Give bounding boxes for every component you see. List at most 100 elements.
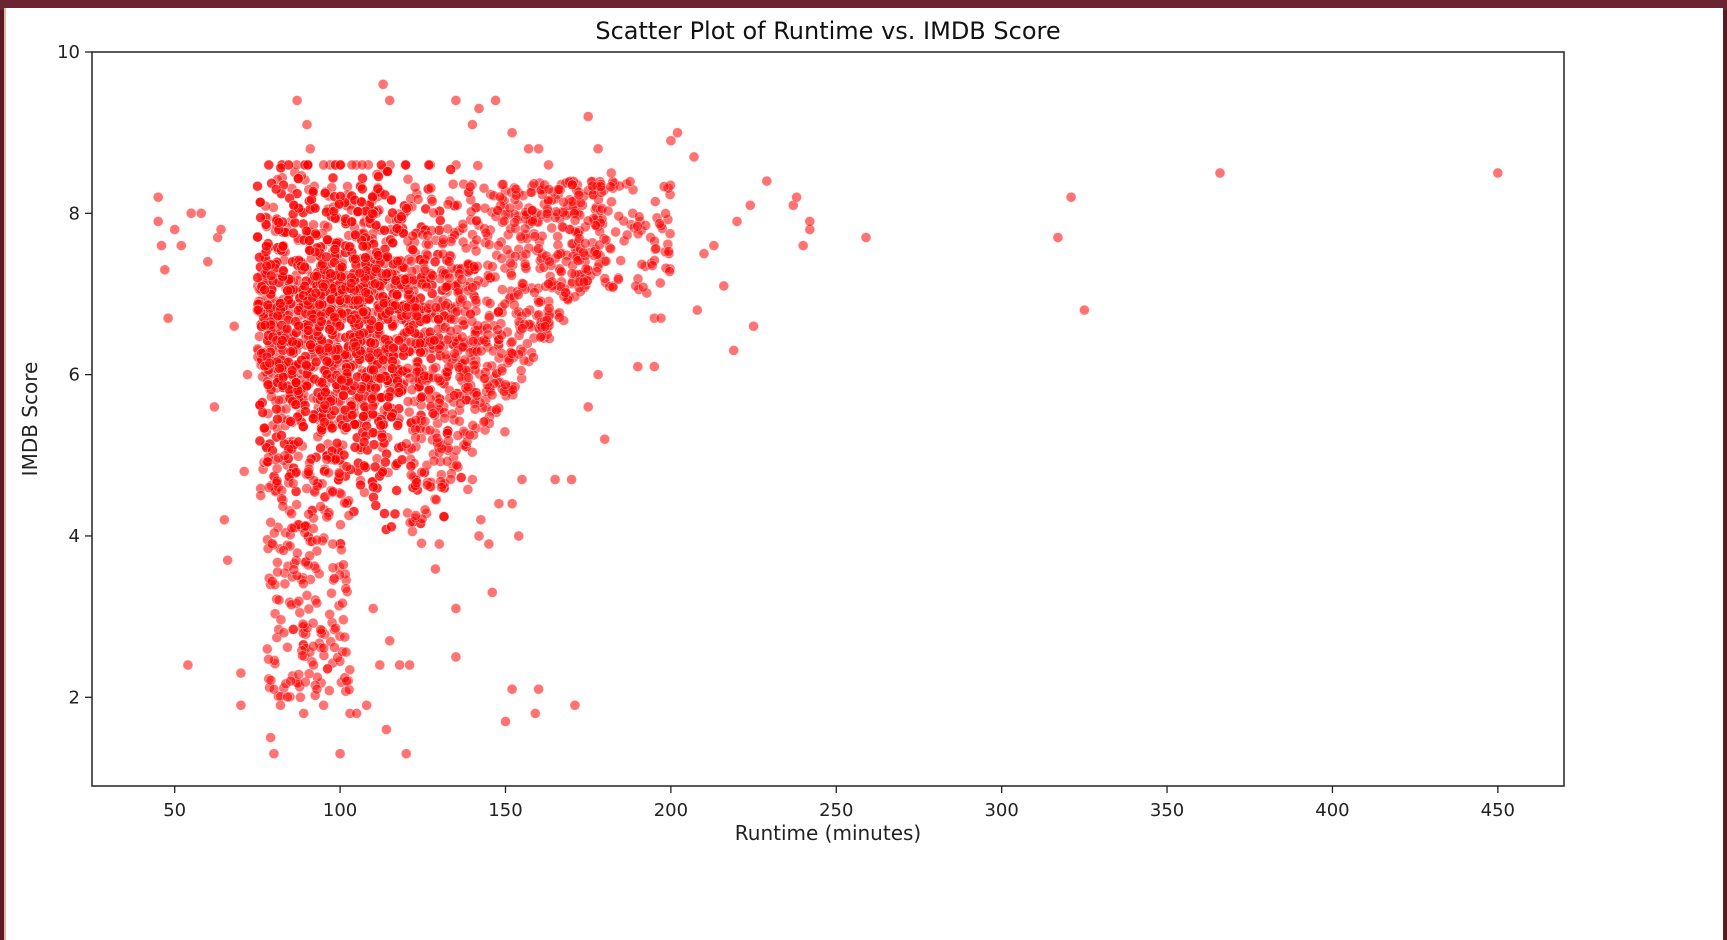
scatter-point	[515, 231, 526, 242]
scatter-point	[535, 331, 546, 343]
scatter-point	[202, 256, 214, 267]
scatter-point	[407, 244, 418, 256]
scatter-point	[496, 284, 508, 295]
scatter-point	[324, 608, 336, 620]
scatter-point	[317, 281, 329, 293]
scatter-point	[388, 342, 399, 354]
scatter-point	[391, 485, 402, 496]
scatter-point	[272, 413, 283, 425]
scatter-point	[521, 338, 533, 349]
scatter-point	[428, 334, 440, 346]
scatter-point	[467, 420, 479, 431]
scatter-point	[426, 196, 438, 207]
scatter-point	[443, 256, 455, 267]
y-tick-label: 10	[57, 42, 80, 63]
scatter-point	[293, 436, 304, 448]
scatter-point	[442, 223, 454, 235]
scatter-point	[316, 376, 328, 388]
scatter-point	[341, 461, 353, 472]
scatter-point	[467, 119, 478, 130]
x-tick-label: 250	[819, 800, 853, 821]
scatter-point	[451, 199, 463, 211]
scatter-point	[308, 659, 319, 671]
scatter-point	[445, 325, 457, 337]
scatter-point	[513, 530, 525, 542]
scatter-point	[292, 450, 304, 462]
scatter-point	[340, 646, 352, 658]
scatter-point	[301, 380, 313, 392]
scatter-point	[337, 597, 348, 609]
scatter-point	[262, 456, 274, 468]
scatter-point	[382, 166, 393, 177]
scatter-point	[373, 321, 385, 332]
x-tick-label: 300	[984, 800, 1018, 821]
scatter-point	[621, 229, 633, 241]
scatter-point	[389, 508, 401, 520]
scatter-point	[473, 103, 485, 114]
scatter-point	[368, 439, 380, 450]
scatter-point	[543, 302, 555, 314]
scatter-point	[506, 498, 518, 510]
scatter-point	[457, 218, 469, 230]
scatter-point	[1079, 304, 1090, 316]
x-tick-label: 450	[1481, 800, 1515, 821]
scatter-point	[482, 270, 494, 281]
scatter-point	[361, 420, 372, 432]
scatter-point	[334, 295, 346, 306]
scatter-point	[414, 337, 426, 349]
scatter-point	[307, 413, 319, 424]
scatter-point	[287, 623, 299, 635]
scatter-point	[400, 748, 412, 760]
scatter-point	[578, 276, 590, 288]
scatter-point	[289, 217, 301, 228]
scatter-point	[346, 409, 358, 421]
scatter-point	[431, 432, 443, 444]
scatter-point	[292, 173, 304, 184]
scatter-point	[396, 454, 408, 466]
scatter-point	[169, 224, 180, 235]
y-tick-label: 6	[69, 365, 80, 386]
scatter-point	[421, 281, 432, 293]
scatter-point	[412, 194, 424, 205]
scatter-point	[357, 306, 369, 318]
scatter-point	[506, 683, 518, 695]
scatter-point	[339, 497, 350, 509]
scatter-point	[478, 416, 490, 428]
scatter-point	[416, 466, 428, 478]
scatter-point	[600, 255, 612, 267]
scatter-point	[337, 614, 349, 626]
scatter-point	[369, 278, 381, 290]
scatter-point	[411, 310, 423, 322]
scatter-point	[328, 573, 340, 584]
scatter-point	[327, 538, 339, 550]
scatter-point	[352, 206, 364, 217]
scatter-point	[610, 226, 621, 238]
scatter-point	[475, 345, 487, 357]
scatter-point	[288, 227, 299, 239]
scatter-point	[425, 182, 437, 194]
scatter-point	[254, 399, 266, 411]
scatter-point	[427, 408, 439, 419]
scatter-point	[381, 268, 392, 280]
scatter-point	[326, 587, 337, 599]
scatter-point	[297, 421, 309, 432]
scatter-point	[255, 490, 266, 501]
scatter-point	[399, 274, 411, 285]
scatter-point	[410, 414, 422, 426]
scatter-point	[607, 281, 619, 293]
scatter-point	[405, 255, 417, 267]
scatter-point	[466, 446, 478, 458]
scatter-point	[303, 668, 315, 680]
scatter-point	[500, 379, 511, 391]
scatter-point	[282, 691, 293, 703]
scatter-point	[486, 389, 498, 401]
scatter-point	[322, 663, 333, 675]
scatter-point	[235, 667, 247, 679]
scatter-point	[555, 266, 567, 278]
scatter-point	[325, 293, 337, 305]
scatter-point	[484, 298, 496, 309]
scatter-point	[648, 361, 660, 372]
scatter-point	[316, 316, 327, 327]
scatter-point	[445, 473, 457, 485]
scatter-point	[529, 231, 541, 242]
